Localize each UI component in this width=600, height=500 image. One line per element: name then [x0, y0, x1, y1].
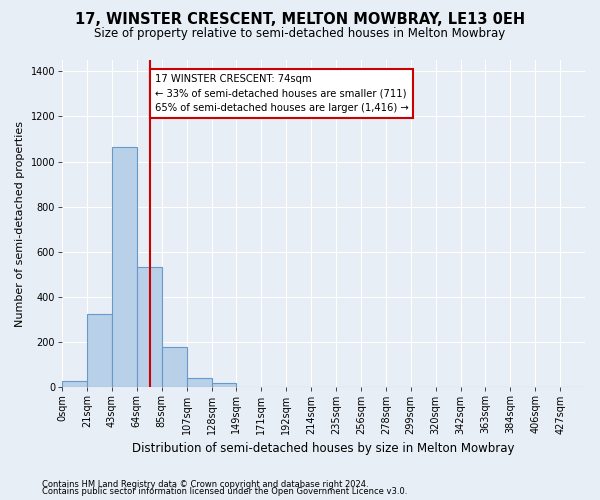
Text: 17 WINSTER CRESCENT: 74sqm
← 33% of semi-detached houses are smaller (711)
65% o: 17 WINSTER CRESCENT: 74sqm ← 33% of semi… — [155, 74, 409, 113]
X-axis label: Distribution of semi-detached houses by size in Melton Mowbray: Distribution of semi-detached houses by … — [133, 442, 515, 455]
Bar — [162, 346, 187, 388]
Bar — [212, 384, 236, 388]
Text: Contains public sector information licensed under the Open Government Licence v3: Contains public sector information licen… — [42, 487, 407, 496]
Text: Size of property relative to semi-detached houses in Melton Mowbray: Size of property relative to semi-detach… — [94, 28, 506, 40]
Bar — [137, 266, 162, 388]
Bar — [187, 378, 212, 388]
Y-axis label: Number of semi-detached properties: Number of semi-detached properties — [15, 120, 25, 326]
Bar — [87, 314, 112, 388]
Bar — [112, 147, 137, 388]
Text: 17, WINSTER CRESCENT, MELTON MOWBRAY, LE13 0EH: 17, WINSTER CRESCENT, MELTON MOWBRAY, LE… — [75, 12, 525, 28]
Text: Contains HM Land Registry data © Crown copyright and database right 2024.: Contains HM Land Registry data © Crown c… — [42, 480, 368, 489]
Bar — [62, 380, 87, 388]
